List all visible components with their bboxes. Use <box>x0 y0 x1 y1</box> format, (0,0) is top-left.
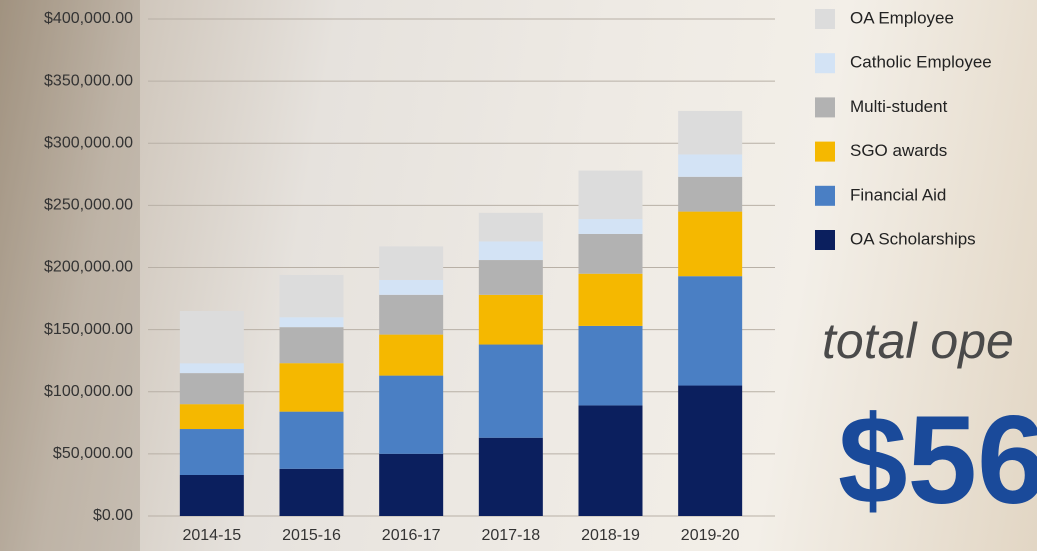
bar-segment <box>678 276 742 385</box>
y-tick-label: $350,000.00 <box>44 72 133 89</box>
y-tick-label: $100,000.00 <box>44 383 133 400</box>
legend-label: SGO awards <box>850 141 947 160</box>
bar-segment <box>379 246 443 280</box>
bar-segment <box>579 274 643 326</box>
y-tick-label: $50,000.00 <box>53 445 133 462</box>
legend-label: Financial Aid <box>850 185 946 204</box>
bar-segment <box>379 335 443 376</box>
bar-segment <box>678 212 742 277</box>
bar-segment <box>379 295 443 335</box>
bar-segment <box>280 317 344 327</box>
bar-segment <box>579 219 643 234</box>
y-tick-label: $250,000.00 <box>44 197 133 214</box>
chart: $0.00 $50,000.00 $100,000.00 $150,000.00 $20… <box>0 0 1037 551</box>
legend-label: OA Employee <box>850 8 954 27</box>
x-tick-label: 2015-16 <box>282 527 341 544</box>
y-tick-label: $300,000.00 <box>44 134 133 151</box>
bar-segment <box>678 386 742 516</box>
bar-segment <box>678 177 742 212</box>
x-tick-label: 2014-15 <box>182 527 241 544</box>
bar-segment <box>479 241 543 260</box>
bar-segment <box>180 429 244 475</box>
legend-swatch <box>815 9 835 29</box>
legend-swatch <box>815 53 835 73</box>
bar-segment <box>280 363 344 411</box>
annotation: total ope <box>822 313 1014 369</box>
x-tick-label: 2017-18 <box>481 527 540 544</box>
bar-segment <box>180 404 244 429</box>
bar-segment <box>678 154 742 176</box>
x-tick-label: 2018-19 <box>581 527 640 544</box>
y-tick-label: $200,000.00 <box>44 259 133 276</box>
bar-segment <box>280 412 344 469</box>
bar-segment <box>280 469 344 516</box>
legend-swatch <box>815 142 835 162</box>
bar-segment <box>379 376 443 454</box>
bar-segment <box>280 327 344 363</box>
bar-segment <box>479 438 543 516</box>
bar-segment <box>479 345 543 438</box>
bar-segment <box>579 326 643 406</box>
bar-segment <box>579 171 643 219</box>
bar-segment <box>579 405 643 516</box>
legend-label: OA Scholarships <box>850 229 976 248</box>
y-tick-label: $400,000.00 <box>44 10 133 27</box>
bar-segment <box>180 363 244 373</box>
y-tick-label: $0.00 <box>93 507 133 524</box>
bar-segment <box>180 475 244 516</box>
x-tick-label: 2019-20 <box>681 527 740 544</box>
legend-swatch <box>815 186 835 206</box>
x-tick-label: 2016-17 <box>382 527 441 544</box>
legend-label: Catholic Employee <box>850 53 992 72</box>
legend-swatch <box>815 97 835 117</box>
bar-segment <box>379 454 443 516</box>
bar-segment <box>280 275 344 317</box>
annotation: $56 <box>838 391 1037 530</box>
legend-swatch <box>815 230 835 250</box>
bar-segment <box>379 280 443 295</box>
bar-segment <box>180 373 244 404</box>
bar-segment <box>479 213 543 242</box>
bar-segment <box>579 234 643 274</box>
y-tick-label: $150,000.00 <box>44 321 133 338</box>
bar-segment <box>678 111 742 154</box>
legend-label: Multi-student <box>850 97 948 116</box>
page: $0.00 $50,000.00 $100,000.00 $150,000.00 $20… <box>0 0 1037 551</box>
bar-segment <box>180 311 244 363</box>
bar-segment <box>479 260 543 295</box>
bar-segment <box>479 295 543 345</box>
